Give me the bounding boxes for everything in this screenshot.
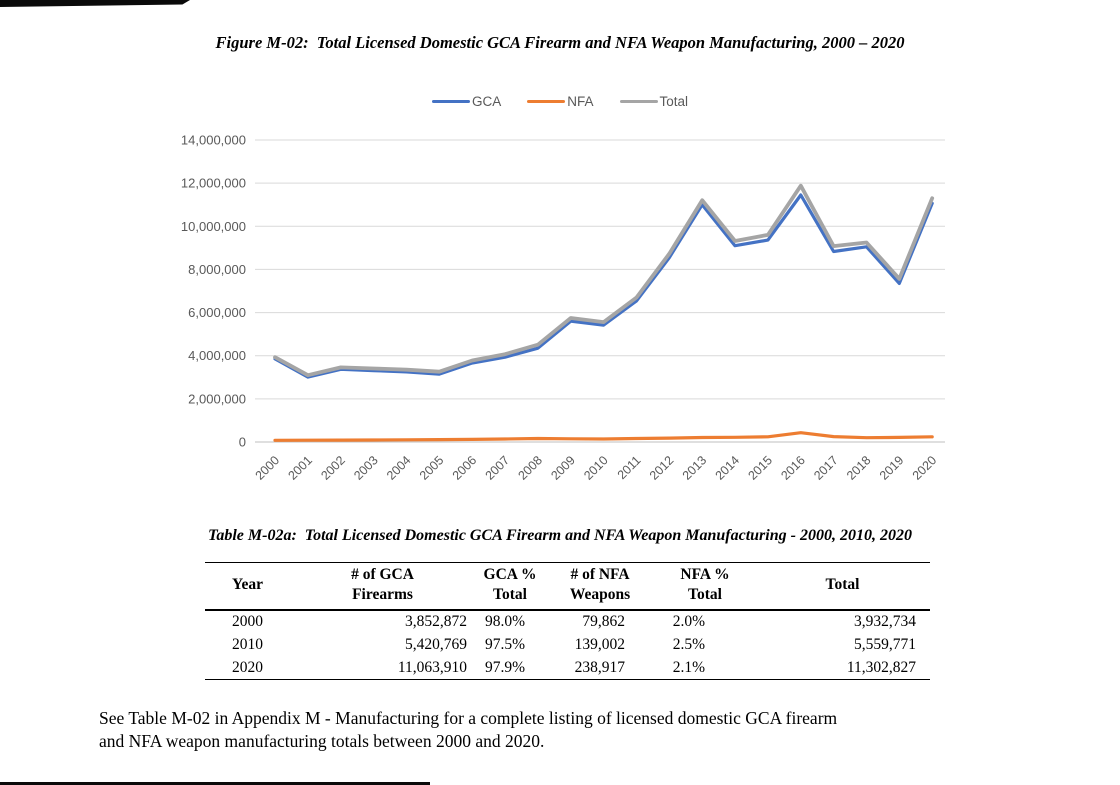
table-row: 2000 3,852,872 98.0% 79,862 2.0% 3,932,734 (205, 610, 930, 634)
legend-line-swatch (619, 99, 658, 104)
legend-label: GCA (471, 94, 502, 109)
line-chart: 0 2,000,000 4,000,000 6,000,000 8,000,000 10,… (181, 133, 945, 483)
table-cell: 238,917 (574, 658, 625, 676)
table-cell: 97.5% (484, 635, 525, 653)
note-line: and NFA weapon manufacturing totals betw… (99, 731, 545, 752)
x-tick-label: 2016 (778, 453, 808, 483)
x-tick-label: 2005 (417, 453, 447, 483)
table-header-cell: NFA % Total (680, 566, 730, 603)
table-cell: 2020 (232, 658, 263, 676)
table-cell: 5,420,769 (405, 635, 467, 653)
y-tick-label: 4,000,000 (188, 348, 246, 363)
y-tick-label: 8,000,000 (188, 262, 246, 277)
series-line-total (273, 183, 935, 378)
x-tick-label: 2019 (877, 453, 907, 483)
table-header-cell: # of GCA Firearms (351, 566, 414, 603)
table-cell: 5,559,771 (854, 635, 916, 653)
table-cell: 2.5% (672, 635, 705, 653)
note-text: See Table M-02 in Appendix M - Manufactu… (99, 707, 1079, 753)
y-tick-label: 0 (239, 435, 246, 450)
x-tick-label: 2001 (285, 453, 315, 483)
legend-line-swatch (527, 99, 566, 104)
data-table: Year # of GCA Firearms GCA % Total # of NFA… (205, 562, 930, 681)
legend-item-gca: GCA (431, 94, 502, 109)
x-tick-label: 2000 (253, 453, 283, 483)
x-tick-label: 2006 (450, 453, 480, 483)
table-row: 2010 5,420,769 97.5% 139,002 2.5% 5,559,771 (205, 633, 930, 656)
figure-title: Figure M-02: Total Licensed Domestic GCA… (215, 33, 905, 52)
x-tick-label: 2012 (647, 453, 677, 483)
table-header-row: Year # of GCA Firearms GCA % Total # of NFA… (205, 563, 930, 610)
y-tick-label: 14,000,000 (181, 133, 246, 148)
table-header-cell: Total (825, 575, 860, 593)
table-cell: 3,932,734 (854, 613, 916, 631)
x-tick-label: 2004 (384, 453, 414, 483)
x-tick-label: 2010 (581, 453, 611, 483)
table-cell: 3,852,872 (405, 613, 467, 631)
table-cell: 2000 (232, 613, 263, 631)
table-cell: 2010 (232, 635, 263, 653)
x-tick-label: 2008 (515, 453, 545, 483)
x-tick-label: 2009 (548, 453, 578, 483)
legend-item-total: Total (619, 94, 689, 109)
x-tick-label: 2002 (318, 453, 348, 483)
x-tick-label: 2018 (844, 453, 874, 483)
x-tick-label: 2013 (680, 453, 710, 483)
table-cell: 97.9% (484, 658, 525, 676)
gridlines (255, 139, 945, 443)
table-header-cell: # of NFA Weapons (569, 566, 631, 603)
table-cell: 98.0% (484, 613, 525, 631)
table-cell: 139,002 (574, 635, 625, 653)
y-tick-label: 10,000,000 (181, 219, 246, 234)
legend-line-swatch (431, 99, 470, 104)
table-cell: 11,063,910 (397, 658, 467, 676)
table-header-cell: GCA % Total (483, 566, 537, 603)
table-title: Table M-02a: Total Licensed Domestic GCA… (208, 527, 912, 544)
table-cell: 2.0% (672, 613, 705, 631)
table-cell: 79,862 (582, 613, 625, 631)
table-header: Year # of GCA Firearms GCA % Total # of NFA… (205, 563, 930, 610)
table-row: 2020 11,063,910 97.9% 238,917 2.1% 11,302,827 (205, 656, 930, 679)
y-axis-labels: 0 2,000,000 4,000,000 6,000,000 8,000,000 10,… (181, 133, 246, 450)
series-line-gca (273, 193, 934, 379)
scan-mark-top-left (0, 0, 190, 7)
table-cell: 11,302,827 (846, 658, 916, 676)
chart-legend: GCA NFA Total (0, 94, 1120, 109)
series-line-nfa (273, 431, 934, 442)
x-tick-label: 2011 (615, 453, 644, 482)
scan-line-bottom-left (0, 782, 430, 785)
x-tick-label: 2003 (351, 453, 381, 483)
table-header-cell: Year (232, 575, 263, 593)
x-axis-labels: 2000 2001 2002 2003 2004 2005 2006 2007 2008 2009… (253, 453, 940, 483)
x-tick-label: 2020 (910, 453, 940, 483)
y-tick-label: 6,000,000 (188, 305, 246, 320)
legend-label: NFA (567, 94, 594, 109)
y-tick-label: 2,000,000 (188, 391, 246, 406)
y-tick-label: 12,000,000 (181, 176, 246, 191)
x-tick-label: 2017 (811, 453, 841, 483)
note-line: See Table M-02 in Appendix M - Manufactu… (99, 708, 838, 728)
legend-label: Total (659, 94, 689, 109)
x-tick-label: 2015 (745, 453, 775, 483)
table-body: 2000 3,852,872 98.0% 79,862 2.0% 3,932,734 201… (205, 610, 930, 680)
x-tick-label: 2014 (713, 453, 743, 483)
x-tick-label: 2007 (483, 453, 513, 483)
legend-item-nfa: NFA (527, 94, 594, 109)
table-cell: 2.1% (672, 658, 705, 676)
